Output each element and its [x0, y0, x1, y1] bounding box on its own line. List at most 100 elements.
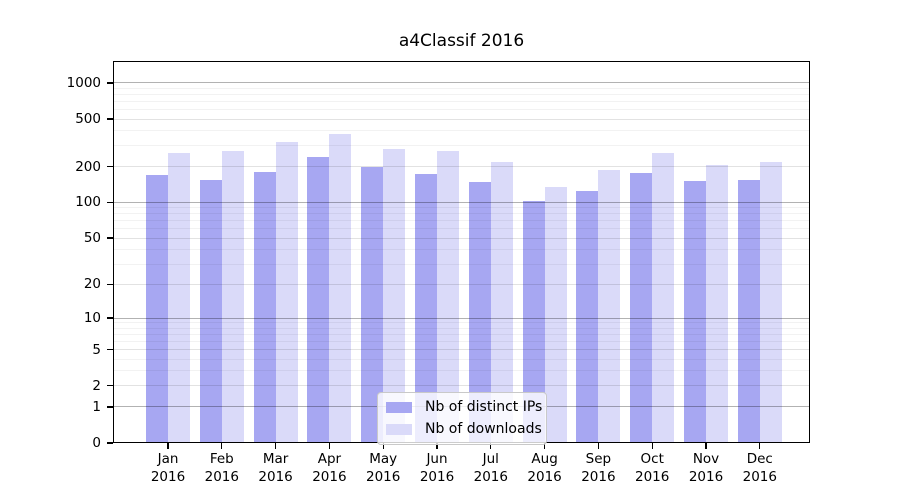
- gridline-30: [113, 263, 810, 265]
- x-tick-month: Sep: [585, 451, 612, 467]
- y-tick-label-50: 50: [83, 230, 101, 247]
- x-tick-year: 2016: [473, 468, 508, 485]
- gridline-6: [113, 341, 810, 343]
- gridline-400: [113, 130, 810, 132]
- gridline-50: [113, 237, 810, 239]
- bar-distinct-ips-jul: [468, 182, 491, 443]
- gridline-70: [113, 220, 810, 222]
- bar-downloads-apr: [329, 134, 352, 443]
- y-tick-2: [107, 385, 113, 387]
- x-tick-oct: [651, 443, 653, 449]
- x-tick-label-jan: Jan 2016: [136, 451, 200, 486]
- y-tick-5: [107, 348, 113, 351]
- bar-downloads-feb: [221, 151, 244, 443]
- gridline-7: [113, 334, 810, 336]
- x-tick-month: Dec: [746, 451, 773, 467]
- x-tick-label-may: May 2016: [351, 451, 415, 486]
- x-tick-aug: [543, 443, 546, 449]
- y-tick-100: [107, 201, 113, 204]
- bar-distinct-ips-dec: [737, 179, 760, 443]
- x-tick-year: 2016: [150, 468, 186, 485]
- x-tick-month: Jul: [482, 451, 499, 467]
- x-tick-sep: [597, 443, 600, 449]
- y-tick-label-1: 1: [92, 398, 101, 415]
- x-tick-label-mar: Mar 2016: [244, 451, 308, 486]
- legend-entry-distinct-ips: Nb of distinct IPs: [386, 399, 542, 415]
- gridline-5: [113, 349, 810, 351]
- bar-downloads-may: [383, 148, 406, 443]
- gridline-80: [113, 213, 810, 215]
- gridline-200: [113, 166, 810, 168]
- y-tick-20: [107, 283, 113, 286]
- x-tick-mar: [274, 443, 277, 449]
- x-tick-year: 2016: [688, 468, 724, 485]
- y-tick-label-2: 2: [92, 377, 101, 394]
- x-tick-label-jun: Jun 2016: [405, 451, 469, 486]
- bar-distinct-ips-mar: [253, 172, 276, 443]
- x-tick-jan: [167, 443, 169, 449]
- y-tick-label-100: 100: [75, 194, 101, 211]
- x-tick-label-dec: Dec 2016: [728, 451, 792, 486]
- y-tick-label-1000: 1000: [66, 74, 101, 91]
- x-tick-month: Jun: [426, 451, 448, 467]
- gridline-100: [113, 201, 810, 203]
- gridline-800: [113, 94, 810, 96]
- bar-distinct-ips-nov: [684, 180, 706, 443]
- y-tick-10: [107, 317, 113, 319]
- grid-layer: [113, 61, 810, 443]
- y-tick-label-20: 20: [83, 276, 101, 293]
- plot-area: Nb of distinct IPs Nb of downloads: [113, 61, 810, 445]
- x-tick-dec: [759, 443, 761, 449]
- x-tick-year: 2016: [527, 468, 562, 485]
- gridline-700: [113, 101, 810, 102]
- y-tick-50: [107, 237, 113, 239]
- gridline-300: [113, 145, 810, 147]
- gridline-2: [113, 385, 810, 387]
- x-tick-year: 2016: [258, 468, 293, 485]
- y-tick-1000: [107, 82, 113, 84]
- y-tick-label-10: 10: [83, 310, 101, 327]
- x-tick-label-aug: Aug 2016: [513, 451, 577, 486]
- bar-downloads-jun: [437, 151, 459, 443]
- x-tick-year: 2016: [635, 468, 670, 485]
- x-tick-label-feb: Feb 2016: [190, 451, 254, 486]
- legend-swatch-downloads: [386, 423, 412, 435]
- y-tick-1: [107, 406, 113, 408]
- gridline-20: [113, 283, 810, 285]
- x-tick-may: [382, 443, 384, 449]
- bar-downloads-nov: [706, 164, 728, 443]
- gridline-10: [113, 317, 810, 319]
- x-tick-month: Feb: [209, 451, 234, 467]
- x-tick-year: 2016: [419, 468, 455, 485]
- bar-downloads-aug: [544, 186, 567, 443]
- gridline-600: [113, 109, 810, 111]
- x-tick-month: Mar: [262, 451, 289, 467]
- gridline-3: [113, 370, 810, 372]
- x-tick-label-jul: Jul 2016: [459, 451, 523, 486]
- gridline-40: [113, 248, 810, 250]
- y-tick-200: [107, 165, 113, 168]
- x-tick-jul: [490, 443, 492, 449]
- legend-label-distinct-ips: Nb of distinct IPs: [425, 399, 543, 415]
- y-tick-label-0: 0: [92, 435, 101, 451]
- x-tick-label-apr: Apr 2016: [297, 451, 361, 486]
- legend: Nb of distinct IPs Nb of downloads: [377, 392, 547, 445]
- legend-entry-downloads: Nb of downloads: [386, 421, 542, 437]
- x-tick-feb: [221, 443, 223, 449]
- gridline-8: [113, 327, 810, 329]
- legend-swatch-distinct-ips: [386, 401, 412, 413]
- x-tick-year: 2016: [366, 468, 401, 485]
- bar-distinct-ips-may: [361, 167, 384, 443]
- gridline-90: [113, 207, 810, 209]
- x-tick-month: Oct: [640, 451, 664, 467]
- bars-layer: [113, 61, 810, 443]
- x-tick-jun: [436, 443, 438, 449]
- x-tick-month: May: [369, 451, 398, 467]
- gridline-60: [113, 228, 810, 230]
- bar-downloads-jul: [490, 162, 513, 443]
- gridline-4: [113, 358, 810, 360]
- x-tick-month: Apr: [317, 451, 342, 467]
- bar-distinct-ips-jun: [415, 174, 437, 443]
- bar-downloads-jan: [168, 153, 190, 443]
